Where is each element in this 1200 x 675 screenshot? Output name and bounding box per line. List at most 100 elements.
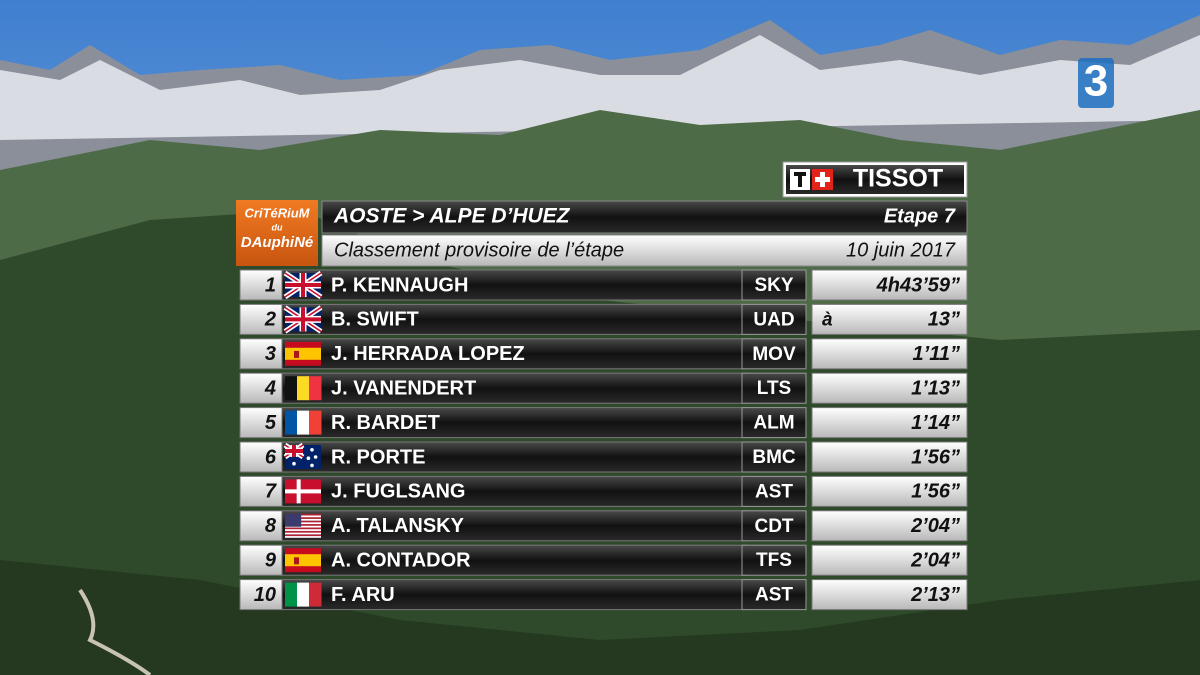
rank: 1: [265, 274, 276, 296]
flag: [285, 341, 321, 366]
rider: A. CONTADOR: [331, 549, 471, 571]
rank: 8: [265, 515, 277, 537]
rank: 2: [264, 309, 276, 331]
flag-part: [310, 448, 314, 452]
rider: A. TALANSKY: [331, 515, 465, 537]
flag-part: [309, 582, 322, 607]
time-box: [811, 372, 968, 404]
result-row: 1 P. KENNAUGH SKY 4h43’59”: [239, 269, 968, 301]
flag-part: [306, 456, 311, 461]
flag-part: [297, 582, 310, 607]
flag: [283, 270, 323, 300]
result-row: 7 J. FUGLSANG AST 1’56”: [239, 475, 968, 507]
flag-part: [285, 529, 321, 531]
time-box: [811, 441, 968, 473]
rank: 5: [265, 412, 277, 434]
flag-part: [313, 455, 318, 459]
flag-part: [297, 376, 310, 401]
result-row: 2 B. SWIFT UAD à 13”: [239, 303, 968, 335]
time: 2’04”: [910, 549, 960, 571]
race-logo-line: CriTéRiuM: [245, 205, 311, 220]
team: CDT: [754, 516, 793, 537]
flag-part: [285, 517, 321, 520]
flag-part: [285, 525, 321, 528]
flag-part: [285, 307, 321, 332]
team: AST: [755, 585, 793, 606]
flag-part: [285, 530, 321, 533]
team: ALM: [753, 413, 794, 434]
rider: R. PORTE: [331, 446, 425, 468]
team-box: [741, 544, 807, 576]
rank: 9: [265, 549, 277, 571]
flag: [285, 479, 321, 504]
flag: [285, 513, 321, 538]
result-row: 5 R. BARDET ALM 1’14”: [239, 407, 968, 439]
flag-part: [285, 522, 321, 525]
rank: 4: [264, 377, 276, 399]
time: 1’14”: [911, 412, 960, 434]
broadcaster: 3: [1084, 57, 1108, 106]
flag-part: [285, 347, 321, 360]
rider-bar: [281, 475, 749, 507]
rider: B. SWIFT: [331, 309, 419, 331]
time: 13”: [928, 309, 960, 331]
rank: 6: [265, 446, 277, 468]
time: 4h43’59”: [876, 274, 960, 296]
date: 10 juin 2017: [846, 239, 956, 261]
result-row: 4 J. VANENDERT LTS 1’13”: [239, 372, 968, 404]
rider-bar: [281, 372, 749, 404]
flag-part: [285, 273, 321, 297]
results-table: 1 P. KENNAUGH SKY 4h43’59” 2 B. SWIFT UAD à 13” 3…: [239, 269, 968, 611]
team: LTS: [757, 378, 791, 399]
time: 1’56”: [911, 446, 960, 468]
rank-box: [239, 475, 283, 507]
flag-part: [294, 557, 299, 565]
time-box: [811, 475, 968, 507]
flag-part: [285, 524, 321, 527]
flag: [285, 410, 322, 435]
flag-part: [285, 410, 298, 435]
rank: 3: [265, 343, 276, 365]
team-box: [741, 303, 807, 335]
rider: J. VANENDERT: [331, 377, 476, 399]
result-row: 10 F. ARU AST 2’13”: [239, 579, 968, 611]
rider-bar: [281, 579, 749, 611]
rank-box: [239, 441, 283, 473]
flag-part: [285, 520, 321, 523]
time-box: [811, 338, 968, 370]
flag-part: [309, 376, 322, 401]
team: MOV: [752, 344, 796, 365]
flag-part: [285, 536, 321, 538]
flag: [285, 548, 321, 573]
flag-part: [285, 513, 302, 527]
flag: [283, 305, 323, 334]
time: 1’13”: [911, 377, 960, 399]
time: 2’04”: [910, 515, 960, 537]
rank-box: [239, 544, 283, 576]
flag: [283, 442, 321, 469]
flag-part: [309, 410, 322, 435]
stage: Etape 7: [884, 205, 956, 227]
team-box: [741, 579, 807, 611]
rank-box: [239, 579, 283, 611]
team-box: [741, 269, 807, 301]
flag-part: [285, 532, 321, 535]
time: 2’13”: [910, 584, 960, 606]
time-prefix: à: [822, 309, 833, 330]
flag: [285, 582, 322, 607]
team-box: [741, 407, 807, 439]
flag-part: [285, 513, 321, 516]
flag-part: [285, 534, 321, 537]
flag-part: [292, 461, 296, 466]
rider-bar: [281, 303, 749, 335]
flag-part: [285, 376, 298, 401]
flag-part: [297, 410, 310, 435]
rank-box: [239, 510, 283, 542]
flag-part: [310, 463, 314, 468]
rider-bar: [281, 407, 749, 439]
team: AST: [755, 481, 793, 502]
team-box: [741, 441, 807, 473]
rank: 7: [265, 481, 277, 503]
rank-box: [239, 372, 283, 404]
